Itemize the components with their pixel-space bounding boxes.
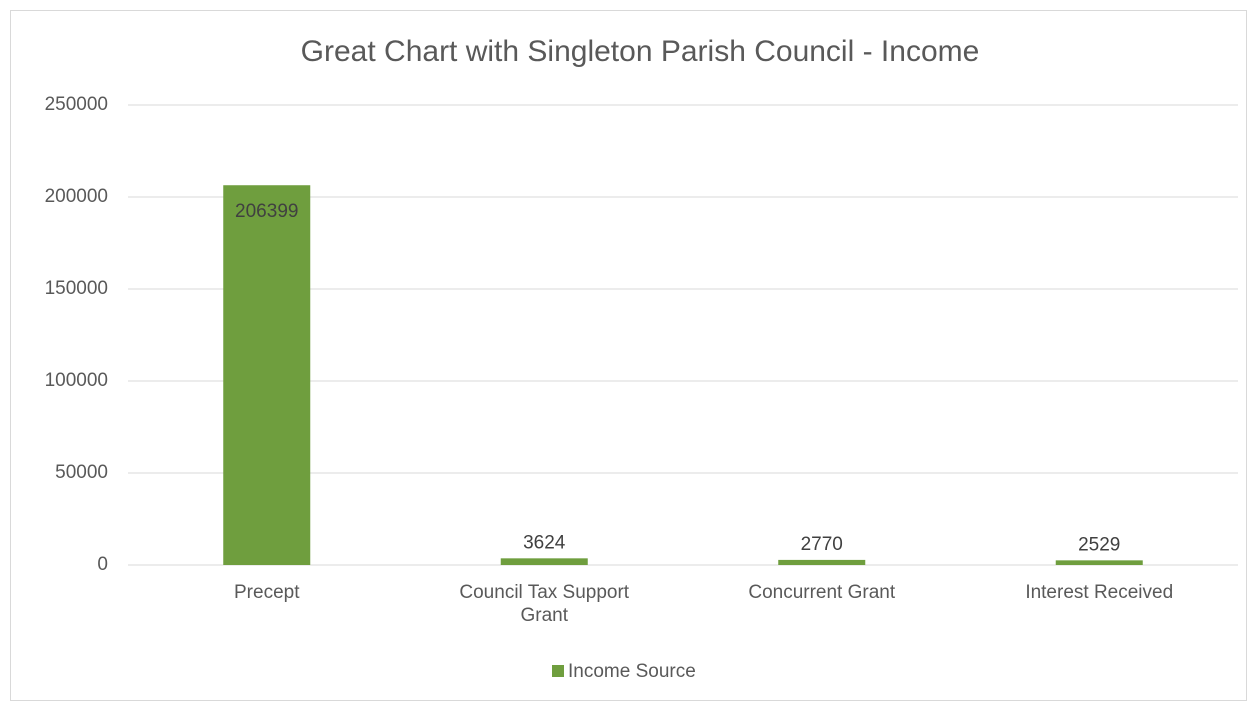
data-label: 2770 [801,534,843,555]
y-tick-label: 250000 [45,94,108,115]
legend-label: Income Source [568,661,696,682]
x-tick-label: Council Tax Support Grant [459,582,629,626]
data-label: 2529 [1078,534,1120,555]
y-tick-label: 50000 [55,462,108,483]
y-tick-label: 200000 [45,186,108,207]
bar [778,559,866,565]
bar [500,558,588,565]
bar [1055,560,1143,565]
x-tick-label: Interest Received [1025,582,1173,603]
x-tick-label-line: Grant [520,605,568,626]
data-label: 3624 [523,532,566,553]
x-tick-label: Precept [234,582,300,603]
x-tick-label-line: Council Tax Support [459,582,629,603]
bar [223,185,311,566]
data-label: 206399 [235,201,298,222]
y-tick-label: 150000 [45,278,108,299]
y-tick-label: 100000 [45,370,108,391]
chart-title: Great Chart with Singleton Parish Counci… [301,35,980,68]
y-tick-label: 0 [97,554,108,575]
legend-swatch [552,665,564,677]
chart-border [10,10,1247,701]
x-tick-label: Concurrent Grant [748,582,896,603]
